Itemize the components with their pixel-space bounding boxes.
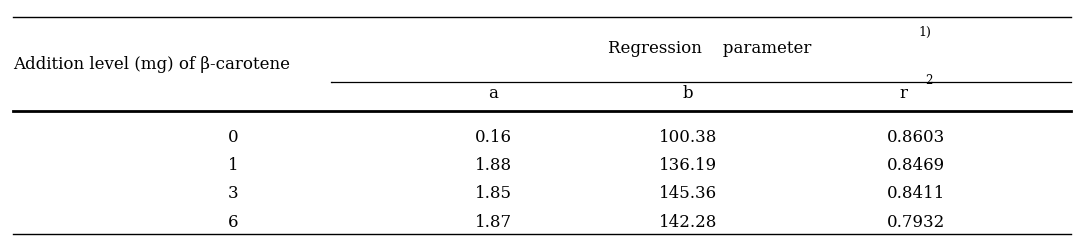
Text: 0.8603: 0.8603 (887, 129, 945, 146)
Text: 2: 2 (926, 74, 932, 87)
Text: 136.19: 136.19 (659, 157, 718, 174)
Text: 1: 1 (228, 157, 238, 174)
Text: 3: 3 (228, 185, 238, 203)
Text: 0: 0 (228, 129, 238, 146)
Text: a: a (488, 85, 499, 102)
Text: 0.8469: 0.8469 (887, 157, 945, 174)
Text: 145.36: 145.36 (659, 185, 718, 203)
Text: 0.8411: 0.8411 (887, 185, 945, 203)
Text: 142.28: 142.28 (659, 214, 718, 231)
Text: 1): 1) (918, 26, 931, 40)
Text: b: b (683, 85, 694, 102)
Text: 0.7932: 0.7932 (887, 214, 945, 231)
Text: Addition level (mg) of β-carotene: Addition level (mg) of β-carotene (13, 56, 291, 73)
Text: 1.88: 1.88 (475, 157, 512, 174)
Text: r: r (899, 85, 907, 102)
Text: 1.87: 1.87 (475, 214, 512, 231)
Text: 6: 6 (228, 214, 238, 231)
Text: 0.16: 0.16 (475, 129, 512, 146)
Text: 100.38: 100.38 (659, 129, 718, 146)
Text: 1.85: 1.85 (475, 185, 512, 203)
Text: Regression    parameter: Regression parameter (608, 40, 812, 57)
